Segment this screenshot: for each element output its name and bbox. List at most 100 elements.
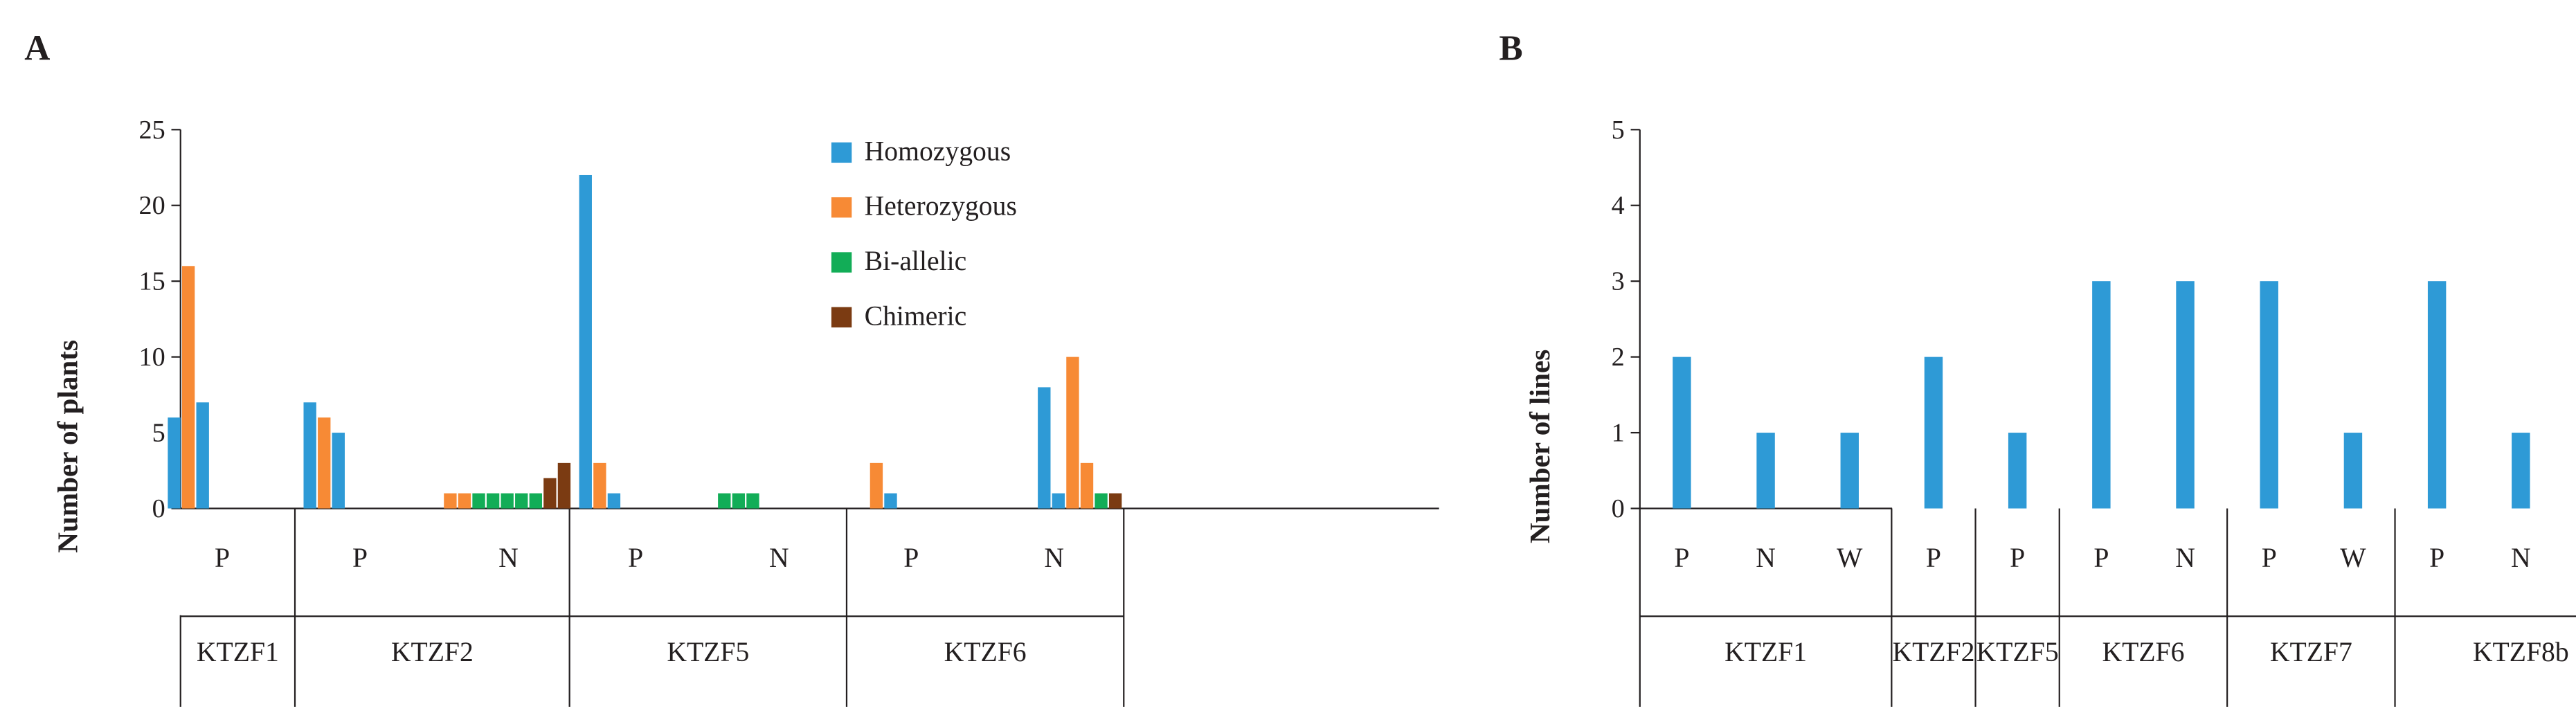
panel-a-bar-ktzf2-p-homozygous [332, 433, 345, 509]
panel-a-bars [168, 174, 1122, 509]
panel-b-y-tick-label: 3 [1612, 267, 1625, 296]
panel-a-legend: Homozygous Heterozygous Bi-allelic Chimeric [831, 136, 1017, 331]
panel-a-bar-ktzf5-p-homozygous [607, 493, 621, 509]
panel-b-bar-ktzf1-w [1840, 433, 1859, 509]
panel-a-bar-ktzf2-p-homozygous [303, 402, 316, 509]
panel-a-letter: A [24, 29, 50, 69]
panel-a-subgroup-label: P [628, 543, 643, 573]
panel-a-bar-ktzf5-n-bi-allelic [718, 493, 731, 509]
panel-a-bar-ktzf5-p-homozygous [579, 174, 592, 509]
panel-a-bar-ktzf6-n-heterozygous [1066, 357, 1079, 509]
panel-a-bar-ktzf2-n-bi-allelic [529, 493, 542, 509]
panel-a-bar-ktzf5-n-bi-allelic [746, 493, 759, 509]
panel-a-bar-ktzf2-n-bi-allelic [486, 493, 500, 509]
panel-b-subgroup-label: N [2175, 543, 2195, 573]
panel-a-bar-ktzf2-n-chimeric [557, 462, 571, 509]
panel-a-bar-ktzf6-p-heterozygous [870, 462, 883, 509]
panel-b-subgroup-label: P [1926, 543, 1941, 573]
panel-a-bar-ktzf6-n-homozygous [1038, 387, 1051, 509]
panel-a-y-axis-title: Number of plants [52, 340, 84, 553]
panel-b-letter: B [1499, 29, 1522, 69]
panel-a-gene-label-ktzf2: KTZF2 [391, 637, 474, 667]
panel-a-category-labels: KTZF1 P KTZF2 P N KTZF5 P N KTZF6 P N [197, 543, 1064, 667]
panel-b-gene-label-ktzf2: KTZF2 [1892, 637, 1974, 667]
panel-b-bar-ktzf7-p [2260, 281, 2278, 509]
panel-b-y-tick-label: 4 [1612, 191, 1625, 220]
panel-a-bar-ktzf2-n-bi-allelic [501, 493, 514, 509]
panel-b-y-axis-title: Number of lines [1524, 350, 1556, 543]
panel-b-subgroup-label: P [2093, 543, 2109, 573]
panel-b-subgroup-label: P [2010, 543, 2025, 573]
panel-b-subgroup-label: N [1756, 543, 1776, 573]
panel-b-category-labels: PNWKTZF1PKTZF2PKTZF5PNKTZF6PWKTZF7PNWKTZ… [1674, 543, 2569, 667]
panel-a-y-tick-label: 20 [139, 191, 165, 220]
panel-b-bar-ktzf1-n [1756, 433, 1775, 509]
panel-a-y-tick-label: 0 [152, 494, 165, 523]
panel-a-bar-ktzf2-n-heterozygous [444, 493, 457, 509]
panel-a-gene-label-ktzf5: KTZF5 [667, 637, 749, 667]
panel-a-subgroup-label: P [352, 543, 368, 573]
panel-a-legend-swatch-heterozygous [831, 197, 852, 218]
panel-b-subgroup-label: W [2340, 543, 2366, 573]
panel-a-y-tick-label: 5 [152, 419, 165, 448]
panel-b-subgroup-label: W [1837, 543, 1863, 573]
panel-b-bar-ktzf6-p [2092, 281, 2111, 509]
panel-b-bar-ktzf1-p [1673, 357, 1691, 509]
panel-b-y-tick-label: 2 [1612, 343, 1625, 372]
panel-b-gene-label-ktzf8b: KTZF8b [2473, 637, 2569, 667]
panel-a-bar-ktzf2-n-chimeric [543, 478, 557, 509]
panel-b-bar-ktzf5-p [2008, 433, 2027, 509]
panel-b-subgroup-label: P [2429, 543, 2444, 573]
panel-a-subgroup-label: P [215, 543, 230, 573]
panel-a-legend-swatch-bi-allelic [831, 252, 852, 273]
panel-a-bar-ktzf5-n-bi-allelic [732, 493, 746, 509]
panel-a-bar-ktzf6-n-chimeric [1108, 493, 1122, 509]
panel-b-bar-ktzf6-n [2176, 281, 2195, 509]
panel-a-subgroup-label: N [1044, 543, 1064, 573]
panel-a-gene-label-ktzf6: KTZF6 [944, 637, 1027, 667]
panel-b-subgroup-label: P [2262, 543, 2277, 573]
panel-a-axes: 0 5 10 15 20 25 [139, 116, 1439, 707]
panel-b-y-tick-label: 1 [1612, 419, 1625, 448]
panel-a-legend-swatch-homozygous [831, 142, 852, 163]
panel-a-bar-ktzf1-p-heterozygous [181, 266, 195, 509]
panel-a-y-tick-label: 15 [139, 267, 165, 296]
panel-a-legend-label-chimeric: Chimeric [865, 300, 967, 331]
panel-b-gene-label-ktzf7: KTZF7 [2270, 637, 2352, 667]
panel-b-gene-label-ktzf6: KTZF6 [2102, 637, 2184, 667]
panel-b: B Number of lines 0 1 2 3 4 5 P N W KTZF1 P KTZF2 P… [1499, 29, 2576, 707]
panel-b-bar-ktzf8b-n [2512, 433, 2530, 509]
panel-b-bars [1673, 281, 2530, 509]
panel-a: A Number of plants Homozygous Heterozygou… [24, 29, 1439, 707]
panel-a-bar-ktzf5-p-heterozygous [593, 462, 606, 509]
panel-a-bar-ktzf6-n-heterozygous [1080, 462, 1094, 509]
panel-a-legend-label-heterozygous: Heterozygous [865, 191, 1017, 222]
panel-a-bar-ktzf1-p-homozygous [196, 402, 209, 509]
panel-a-bar-ktzf6-n-homozygous [1052, 493, 1065, 509]
panel-b-bar-ktzf7-w [2343, 433, 2363, 509]
panel-a-bar-ktzf1-p-homozygous [168, 417, 181, 509]
panel-a-bar-ktzf2-n-heterozygous [458, 493, 471, 509]
panel-a-gene-label-ktzf1: KTZF1 [197, 637, 279, 667]
panel-b-y-tick-label: 0 [1612, 494, 1625, 523]
panel-a-y-tick-label: 10 [139, 343, 165, 372]
panel-a-bar-ktzf6-n-bi-allelic [1095, 493, 1108, 509]
panel-a-bar-ktzf2-n-bi-allelic [515, 493, 528, 509]
panel-a-bar-ktzf2-p-heterozygous [318, 417, 331, 509]
panel-a-legend-label-homozygous: Homozygous [865, 136, 1011, 166]
panel-a-subgroup-label: N [769, 543, 789, 573]
panel-a-subgroup-label: P [903, 543, 919, 573]
panel-b-gene-label-ktzf5: KTZF5 [1976, 637, 2059, 667]
panel-b-y-tick-label: 5 [1612, 116, 1625, 145]
panel-a-bar-ktzf6-p-homozygous [884, 493, 897, 509]
panel-b-axes: 0 1 2 3 4 5 [1612, 116, 2576, 707]
panel-b-subgroup-label: N [2511, 543, 2531, 573]
panel-b-bar-ktzf2-p [1924, 357, 1943, 509]
panel-b-bar-ktzf8b-p [2427, 281, 2447, 509]
panel-a-legend-label-bi-allelic: Bi-allelic [865, 246, 967, 276]
panel-a-legend-swatch-chimeric [831, 307, 852, 328]
panel-a-subgroup-label: N [498, 543, 519, 573]
panel-a-y-tick-label: 25 [139, 116, 165, 145]
panel-b-subgroup-label: P [1674, 543, 1689, 573]
